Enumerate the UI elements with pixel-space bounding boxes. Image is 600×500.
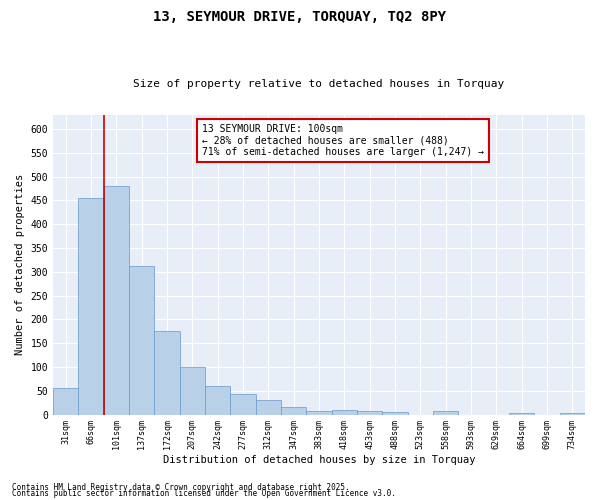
Bar <box>104 186 129 414</box>
Text: Contains public sector information licensed under the Open Government Licence v3: Contains public sector information licen… <box>12 489 396 498</box>
Bar <box>179 367 205 414</box>
X-axis label: Distribution of detached houses by size in Torquay: Distribution of detached houses by size … <box>163 455 475 465</box>
Bar <box>382 412 407 414</box>
Bar <box>560 412 585 414</box>
Bar <box>307 411 332 414</box>
Text: Contains HM Land Registry data © Crown copyright and database right 2025.: Contains HM Land Registry data © Crown c… <box>12 483 350 492</box>
Bar <box>433 411 458 414</box>
Text: 13 SEYMOUR DRIVE: 100sqm
← 28% of detached houses are smaller (488)
71% of semi-: 13 SEYMOUR DRIVE: 100sqm ← 28% of detach… <box>202 124 484 157</box>
Bar <box>205 386 230 414</box>
Title: Size of property relative to detached houses in Torquay: Size of property relative to detached ho… <box>133 79 505 89</box>
Bar <box>357 411 382 414</box>
Bar <box>154 332 179 414</box>
Bar <box>281 408 307 414</box>
Y-axis label: Number of detached properties: Number of detached properties <box>15 174 25 356</box>
Text: 13, SEYMOUR DRIVE, TORQUAY, TQ2 8PY: 13, SEYMOUR DRIVE, TORQUAY, TQ2 8PY <box>154 10 446 24</box>
Bar <box>256 400 281 414</box>
Bar <box>230 394 256 414</box>
Bar <box>79 198 104 414</box>
Bar <box>53 388 79 414</box>
Bar <box>129 266 154 414</box>
Bar <box>509 412 535 414</box>
Bar <box>332 410 357 414</box>
